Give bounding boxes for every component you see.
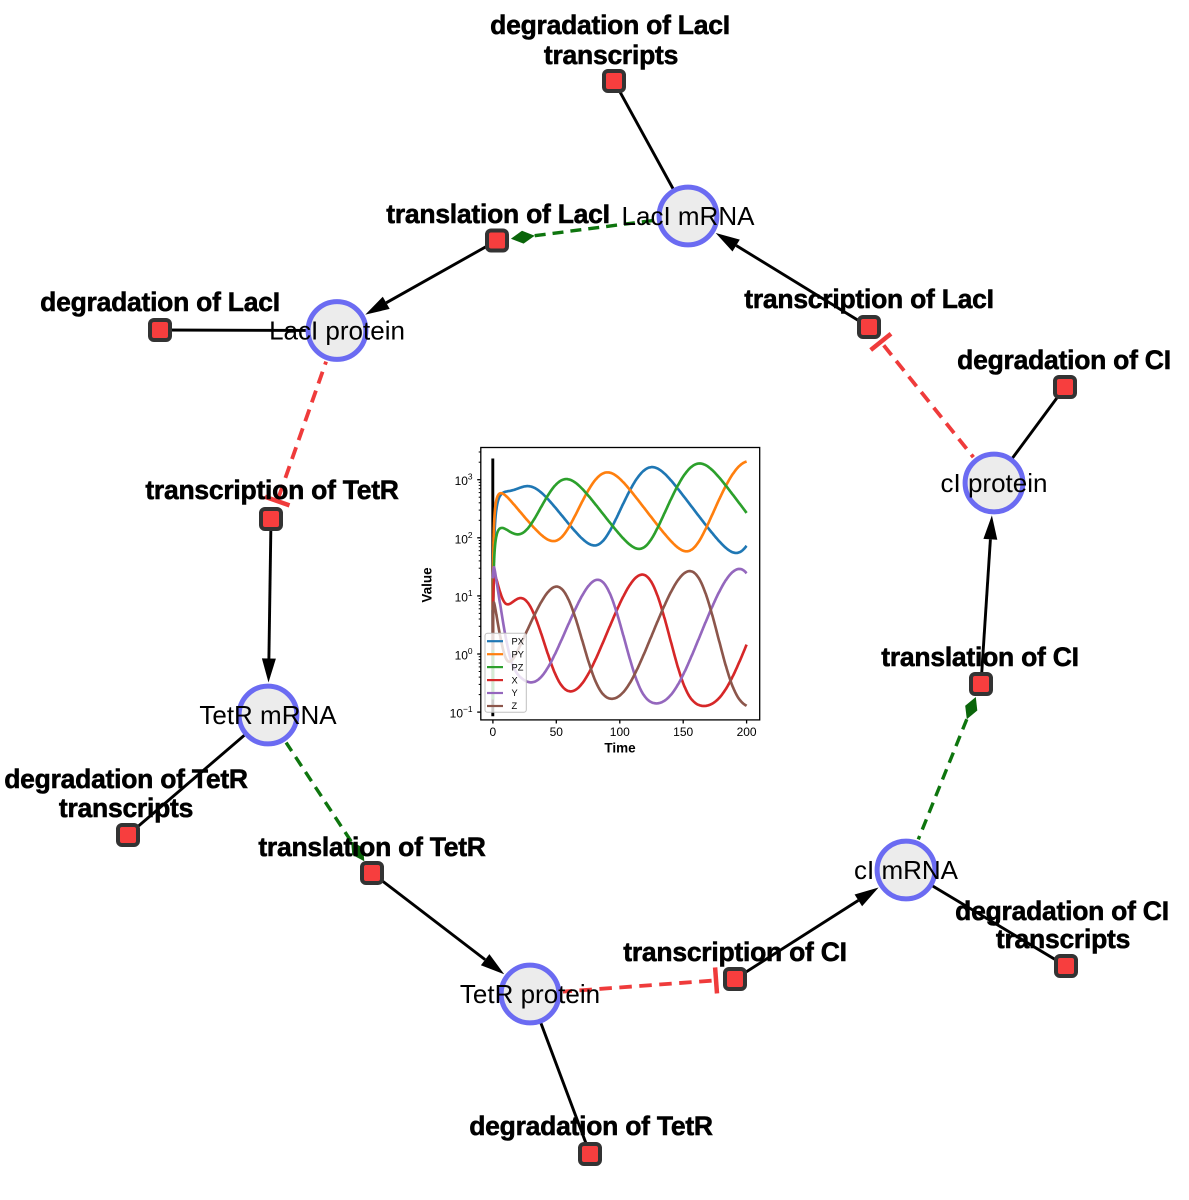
svg-text:degradation of TetR: degradation of TetR [469,1111,713,1141]
svg-text:Z: Z [512,701,518,711]
svg-text:transcription of LacI: transcription of LacI [744,284,993,314]
svg-text:Value: Value [420,567,435,603]
svg-text:transcription of TetR: transcription of TetR [145,475,398,505]
svg-text:Time: Time [604,741,636,756]
svg-text:PZ: PZ [512,662,524,672]
svg-text:degradation of LacI: degradation of LacI [40,287,280,317]
svg-text:LacI protein: LacI protein [269,316,405,346]
svg-text:PY: PY [512,649,524,659]
svg-text:Y: Y [512,688,518,698]
svg-text:transcripts: transcripts [59,793,193,823]
svg-text:TetR protein: TetR protein [460,979,600,1009]
svg-text:cI mRNA: cI mRNA [854,855,959,885]
svg-text:transcripts: transcripts [544,40,678,70]
svg-text:transcripts: transcripts [996,924,1130,954]
svg-text:PX: PX [512,636,524,646]
svg-text:cI protein: cI protein [941,468,1048,498]
svg-text:translation of LacI: translation of LacI [386,199,609,229]
svg-text:X: X [512,675,518,685]
svg-text:translation of CI: translation of CI [881,642,1078,672]
svg-text:200: 200 [737,725,757,739]
svg-text:50: 50 [550,725,564,739]
svg-text:degradation of CI: degradation of CI [957,345,1171,375]
svg-text:TetR mRNA: TetR mRNA [199,700,337,730]
svg-text:150: 150 [673,725,693,739]
svg-text:degradation of CI: degradation of CI [955,896,1169,926]
svg-text:LacI mRNA: LacI mRNA [622,201,756,231]
svg-text:degradation of LacI: degradation of LacI [490,10,730,40]
svg-text:degradation of TetR: degradation of TetR [4,764,248,794]
svg-text:0: 0 [490,725,497,739]
svg-text:100: 100 [610,725,630,739]
svg-text:transcription of CI: transcription of CI [623,937,846,967]
svg-text:translation of TetR: translation of TetR [258,832,485,862]
